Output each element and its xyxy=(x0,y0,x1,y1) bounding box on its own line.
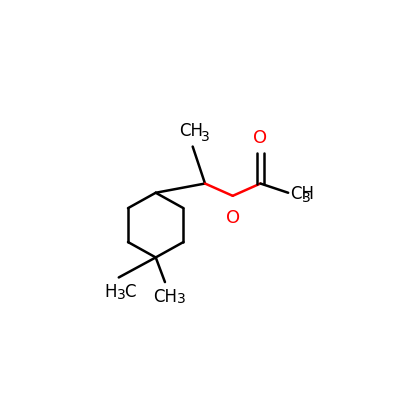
Text: O: O xyxy=(253,129,268,147)
Text: 3: 3 xyxy=(302,191,311,205)
Text: CH: CH xyxy=(179,122,203,140)
Text: CH: CH xyxy=(290,185,314,203)
Text: C: C xyxy=(124,283,136,301)
Text: 3: 3 xyxy=(201,130,210,144)
Text: 3: 3 xyxy=(177,292,186,306)
Text: 3: 3 xyxy=(117,288,126,302)
Text: H: H xyxy=(105,283,117,301)
Text: CH: CH xyxy=(154,288,178,306)
Text: O: O xyxy=(226,209,240,227)
